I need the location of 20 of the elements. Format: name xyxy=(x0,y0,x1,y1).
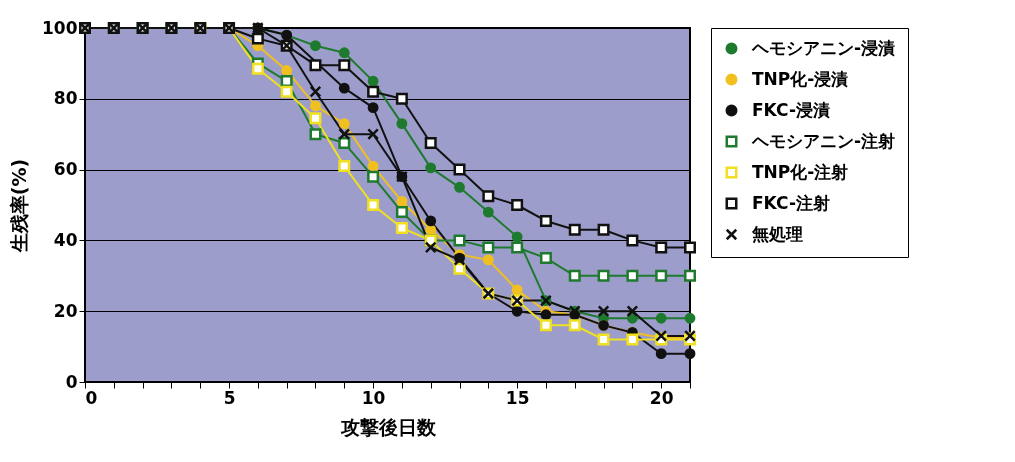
x-tick-label: 20 xyxy=(649,387,674,408)
legend-label: FKC-浸漬 xyxy=(752,99,830,120)
y-tick-label: 20 xyxy=(53,300,78,321)
x-tick-label: 10 xyxy=(361,387,386,408)
x-tick-label: 0 xyxy=(85,387,98,408)
y-tick-label: 60 xyxy=(53,159,78,180)
y-tick-label: 80 xyxy=(53,88,78,109)
legend-label: FKC-注射 xyxy=(752,192,830,213)
y-tick-label: 100 xyxy=(42,17,78,38)
y-tick-label: 40 xyxy=(53,229,78,250)
x-tick-label: 5 xyxy=(223,387,236,408)
legend-label: ヘモシアニン-注射 xyxy=(751,130,896,151)
legend-label: ヘモシアニン-浸漬 xyxy=(751,37,896,58)
legend-label: TNP化-浸漬 xyxy=(752,68,849,89)
y-tick-label: 0 xyxy=(65,371,78,392)
y-axis-title: 生残率(%) xyxy=(8,158,31,254)
x-tick-label: 15 xyxy=(505,387,530,408)
legend-label: 無処理 xyxy=(751,223,803,244)
legend-label: TNP化-注射 xyxy=(752,161,849,182)
x-axis-title: 攻撃後日数 xyxy=(339,415,437,438)
